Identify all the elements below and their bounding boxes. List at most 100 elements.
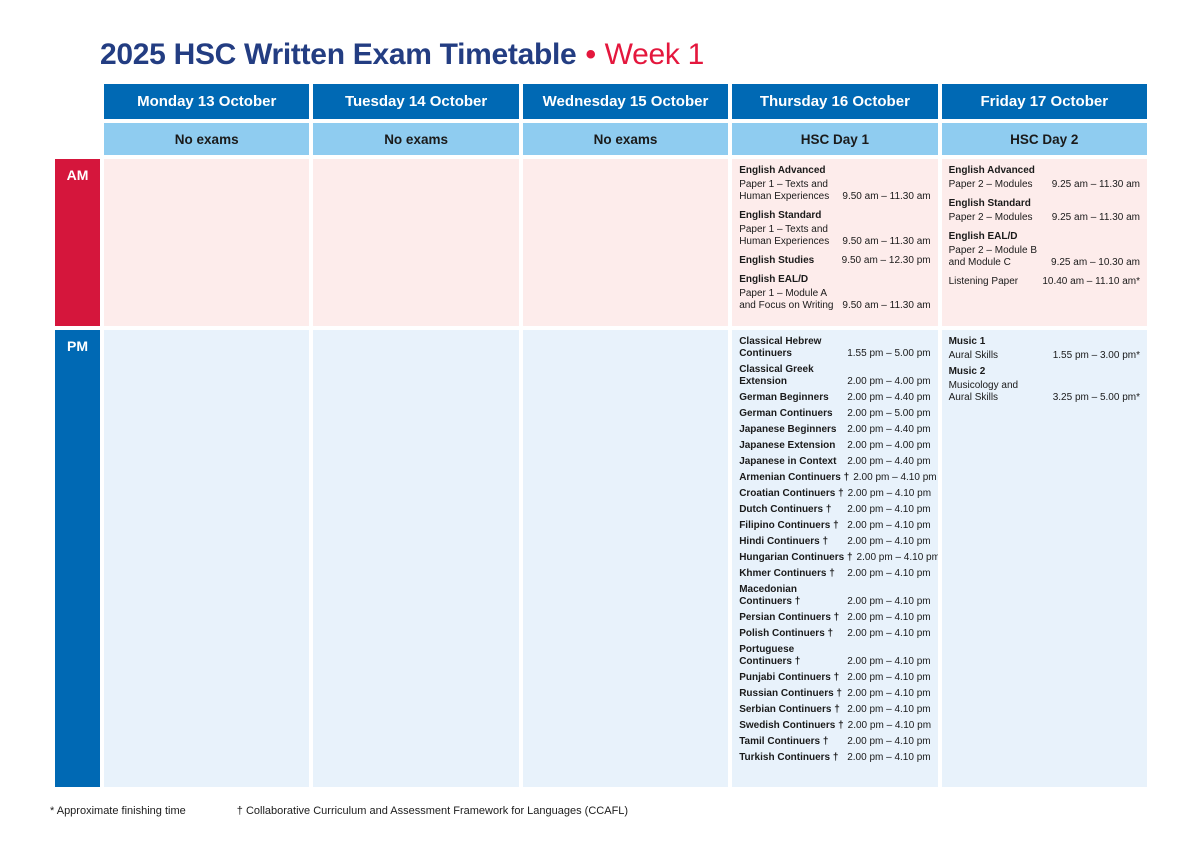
exam-entry: Tamil Continuers † 2.00 pm – 4.10 pm (739, 736, 930, 748)
title-separator-dot: • (585, 38, 596, 71)
pm-cell (522, 330, 729, 787)
exam-time: 2.00 pm – 4.10 pm (847, 612, 931, 623)
course-name: English Advanced (739, 165, 930, 177)
footnotes: * Approximate finishing time † Collabora… (50, 805, 1200, 817)
course-name-line: Extension (739, 376, 787, 387)
exam-name-row: Khmer Continuers † 2.00 pm – 4.10 pm (739, 568, 930, 580)
exam-time: 2.00 pm – 4.10 pm (847, 720, 932, 731)
course-name: Khmer Continuers † (739, 568, 835, 580)
course-name-line: Dutch Continuers † (739, 504, 832, 515)
course-name-line: Music 1 (948, 336, 986, 347)
paper-detail-line: Musicology and (948, 380, 1019, 391)
page-title: 2025 HSC Written Exam Timetable • Week 1 (0, 0, 1200, 72)
course-name: Japanese Beginners (739, 424, 836, 436)
course-name-line: English Advanced (948, 165, 1035, 176)
exam-detail-row: Paper 2 – Modules 9.25 am – 11.30 am (949, 179, 1140, 191)
day-header-cell: Monday 13 October (104, 84, 310, 119)
exam-time: 2.00 pm – 5.00 pm (847, 408, 931, 419)
course-name: German Continuers (739, 408, 832, 420)
exam-time: 3.25 pm – 5.00 pm* (1052, 392, 1140, 403)
exam-entry: Japanese Beginners 2.00 pm – 4.40 pm (739, 424, 930, 436)
status-cell: No exams (313, 123, 519, 155)
title-week: Week 1 (604, 38, 705, 71)
course-name: Classical Hebrew Continuers (739, 336, 821, 360)
exam-name-row: Japanese in Context 2.00 pm – 4.40 pm (739, 456, 930, 468)
course-name: Music 2 (949, 366, 1140, 378)
exam-time: 2.00 pm – 4.10 pm (847, 704, 931, 715)
paper-detail: Musicology and Aural Skills (949, 380, 1018, 404)
exam-time: 2.00 pm – 4.10 pm (847, 596, 931, 607)
course-name: Russian Continuers † (739, 688, 842, 700)
am-cell (522, 159, 729, 326)
paper-detail-line: Paper 2 – Module B (948, 245, 1037, 256)
exam-name-row: Macedonian Continuers † 2.00 pm – 4.10 pm (739, 584, 930, 608)
paper-detail-line: Aural Skills (948, 392, 999, 403)
exam-entry: Japanese Extension 2.00 pm – 4.00 pm (739, 440, 930, 452)
course-name: German Beginners (739, 392, 828, 404)
course-name: Tamil Continuers † (739, 736, 828, 748)
course-name-line: Armenian Continuers † (739, 472, 850, 483)
course-name-line: Classical Hebrew (739, 336, 822, 347)
exam-entry: Turkish Continuers † 2.00 pm – 4.10 pm (739, 752, 930, 764)
title-main: 2025 HSC Written Exam Timetable (100, 38, 577, 71)
exam-time: 2.00 pm – 4.00 pm (847, 376, 931, 387)
am-cell (313, 159, 519, 326)
exam-time: 2.00 pm – 4.10 pm (847, 736, 931, 747)
course-name: Hindi Continuers † (739, 536, 828, 548)
exam-time: 2.00 pm – 4.10 pm (847, 504, 931, 515)
course-name-line: Music 2 (948, 366, 986, 377)
course-name-line: Tamil Continuers † (739, 736, 829, 747)
exam-name-row: Tamil Continuers † 2.00 pm – 4.10 pm (739, 736, 930, 748)
exam-detail-row: Paper 1 – Texts and Human Experiences 9.50… (739, 179, 930, 203)
pm-cell: Classical Hebrew Continuers 1.55 pm – 5.00… (732, 330, 938, 787)
course-name-line: Filipino Continuers † (739, 520, 839, 531)
timetable-grid: Monday 13 October Tuesday 14 October Wedne… (55, 84, 1147, 787)
course-name: Dutch Continuers † (739, 504, 831, 516)
course-name-line: Continuers † (739, 656, 801, 667)
am-row-label: AM (55, 159, 100, 326)
pm-cell: Music 1 Aural Skills 1.55 pm – 3.00 pm* Mus… (941, 330, 1147, 787)
exam-detail-row: Aural Skills 1.55 pm – 3.00 pm* (949, 350, 1140, 362)
course-name: Swedish Continuers † (739, 720, 843, 732)
paper-detail: Paper 1 – Texts and Human Experiences (739, 224, 829, 248)
exam-time: 1.55 pm – 3.00 pm* (1052, 350, 1140, 361)
paper-detail-line: and Module C (948, 257, 1011, 268)
exam-time: 2.00 pm – 4.10 pm (847, 520, 931, 531)
exam-time: 9.50 am – 12.30 pm (841, 255, 931, 266)
exam-entry: Punjabi Continuers † 2.00 pm – 4.10 pm (739, 672, 930, 684)
course-name-line: English EAL/D (948, 231, 1018, 242)
exam-name-row: Swedish Continuers † 2.00 pm – 4.10 pm (739, 720, 932, 732)
exam-time: 9.50 am – 11.30 am (842, 300, 931, 311)
exam-time: 2.00 pm – 4.10 pm (847, 536, 931, 547)
footnote-asterisk: * Approximate finishing time (50, 805, 186, 817)
exam-entry: Listening Paper 10.40 am – 11.10 am* (949, 276, 1140, 288)
course-name-line: Swedish Continuers † (739, 720, 844, 731)
paper-detail: Listening Paper (949, 276, 1019, 288)
paper-detail-line: Paper 1 – Module A (739, 288, 828, 299)
paper-detail-line: Paper 2 – Modules (948, 179, 1033, 190)
paper-detail-line: Paper 2 – Modules (948, 212, 1033, 223)
course-name-line: Hungarian Continuers † (739, 552, 853, 563)
course-name: English Standard (739, 210, 930, 222)
paper-detail-line: and Focus on Writing (739, 300, 834, 311)
exam-name-row: English Studies 9.50 am – 12.30 pm (739, 255, 930, 267)
exam-time: 10.40 am – 11.10 am* (1042, 276, 1140, 287)
exam-name-row: Punjabi Continuers † 2.00 pm – 4.10 pm (739, 672, 930, 684)
exam-time: 2.00 pm – 4.10 pm (856, 552, 938, 563)
course-name: Persian Continuers † (739, 612, 839, 624)
exam-entry: Hindi Continuers † 2.00 pm – 4.10 pm (739, 536, 930, 548)
exam-entry: Filipino Continuers † 2.00 pm – 4.10 pm (739, 520, 930, 532)
course-name-line: Portuguese (739, 644, 795, 655)
course-name: Croatian Continuers † (739, 488, 843, 500)
exam-time: 9.50 am – 11.30 am (842, 191, 931, 202)
exam-entry: Japanese in Context 2.00 pm – 4.40 pm (739, 456, 930, 468)
paper-detail-line: Listening Paper (948, 276, 1019, 287)
course-name: Japanese Extension (739, 440, 835, 452)
exam-time: 2.00 pm – 4.10 pm (847, 688, 931, 699)
exam-name-row: Persian Continuers † 2.00 pm – 4.10 pm (739, 612, 930, 624)
course-name-line: Japanese in Context (739, 456, 837, 467)
exam-entry: English Advanced Paper 2 – Modules 9.25 am… (949, 165, 1140, 191)
course-name-line: Continuers † (739, 596, 801, 607)
